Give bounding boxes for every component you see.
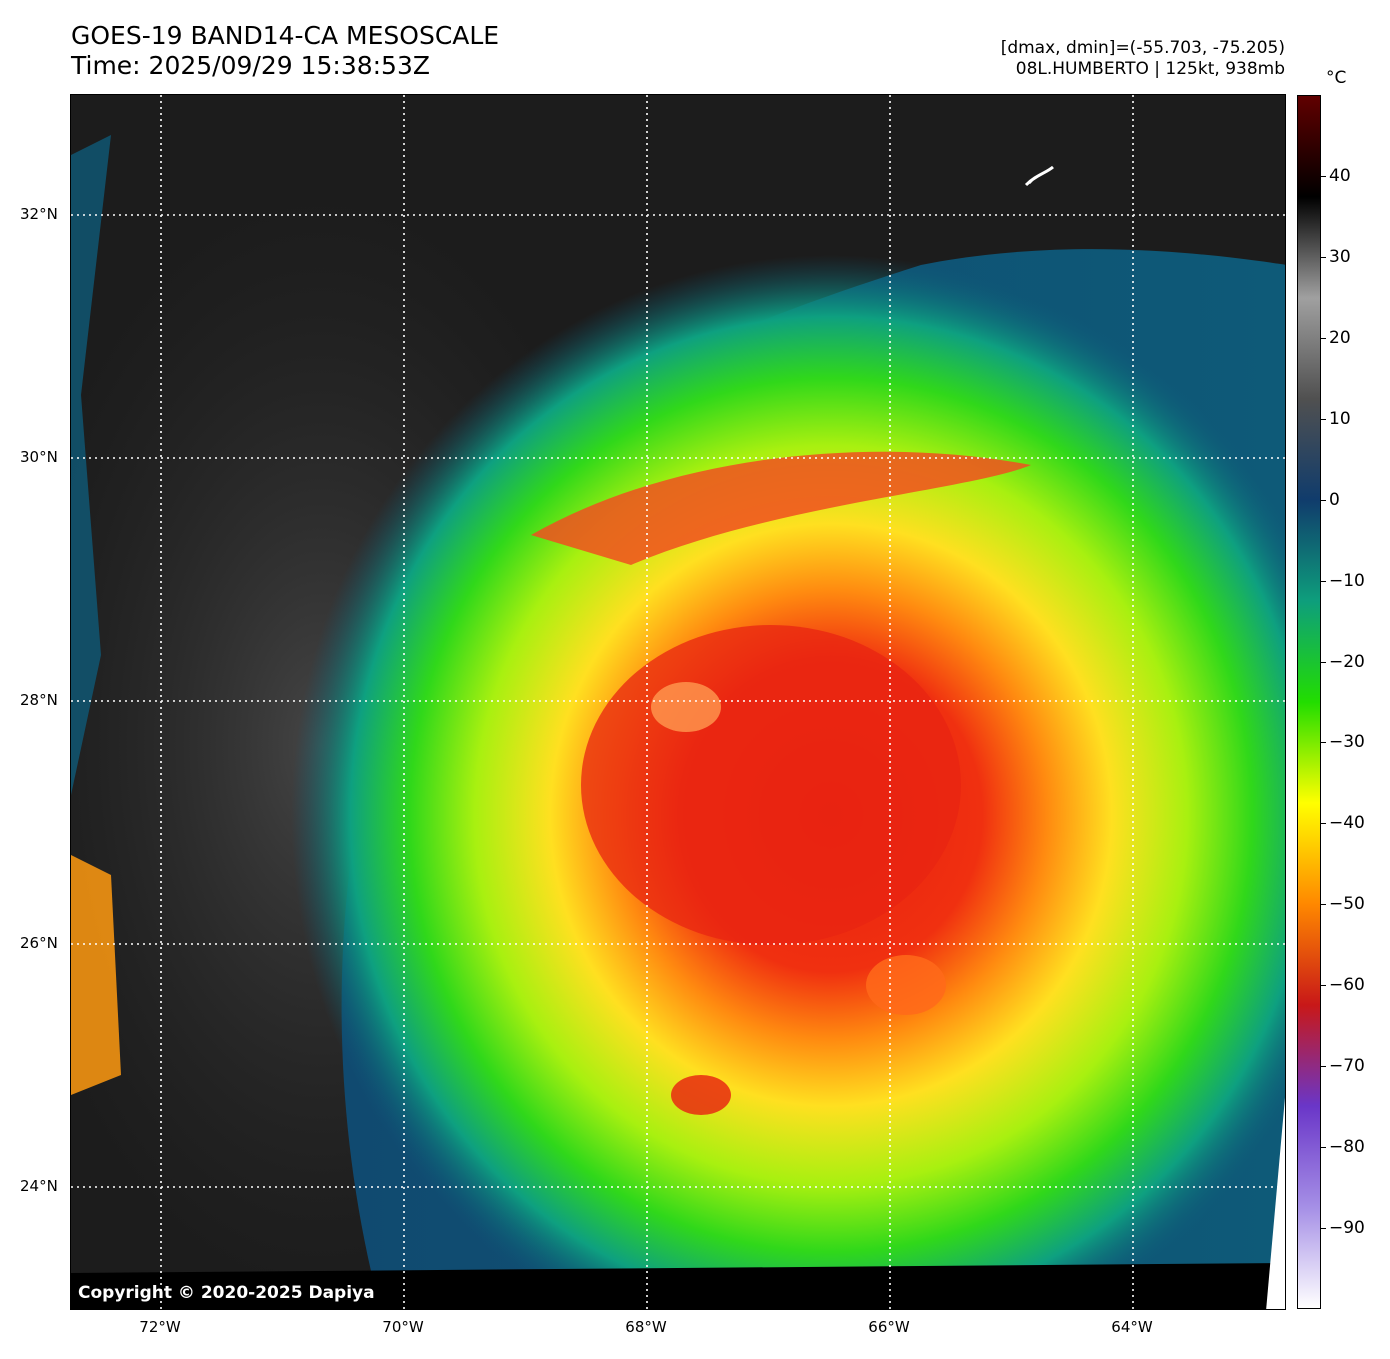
colorbar-tick-label: 30 xyxy=(1329,246,1351,267)
colorbar-tick-mark xyxy=(1321,580,1326,582)
colorbar-tick-mark xyxy=(1321,418,1326,420)
lat-label-24: 24°N xyxy=(20,1177,58,1195)
lat-label-30: 30°N xyxy=(20,448,58,466)
colorbar-tick-label: 0 xyxy=(1329,489,1340,510)
chart-title: GOES-19 BAND14-CA MESOSCALE xyxy=(71,21,500,50)
colorbar-tick-label: 40 xyxy=(1329,165,1351,186)
colorbar-tick-mark xyxy=(1321,904,1326,906)
colorbar-tick-mark xyxy=(1321,661,1326,663)
colorbar-tick-label: 20 xyxy=(1329,327,1351,348)
colorbar-tick-label: −20 xyxy=(1329,651,1365,672)
lon-label-64: 64°W xyxy=(1111,1318,1153,1336)
colorbar-tick-mark xyxy=(1321,256,1326,258)
colorbar-tick-mark xyxy=(1321,742,1326,744)
colorbar-tick-mark xyxy=(1321,175,1326,177)
colorbar-tick-mark xyxy=(1321,985,1326,987)
copyright-notice: Copyright © 2020-2025 Dapiya xyxy=(78,1283,375,1303)
timestamp: Time: 2025/09/29 15:38:53Z xyxy=(71,51,430,80)
colorbar-tick-mark xyxy=(1321,823,1326,825)
storm-info: 08L.HUMBERTO | 125kt, 938mb xyxy=(1015,59,1285,79)
lon-label-66: 66°W xyxy=(868,1318,910,1336)
colorbar-tick-mark xyxy=(1321,1147,1326,1149)
infrared-imagery xyxy=(71,95,1285,1309)
colorbar-tick-mark xyxy=(1321,1228,1326,1230)
temperature-range: [dmax, dmin]=(-55.703, -75.205) xyxy=(1000,38,1285,58)
colorbar-tick-mark xyxy=(1321,499,1326,501)
lat-label-26: 26°N xyxy=(20,934,58,952)
colorbar-tick-label: −10 xyxy=(1329,570,1365,591)
colorbar-tick-label: −60 xyxy=(1329,975,1365,996)
lon-label-72: 72°W xyxy=(139,1318,181,1336)
colorbar-tick-label: 10 xyxy=(1329,408,1351,429)
lon-label-70: 70°W xyxy=(382,1318,424,1336)
colorbar-unit: °C xyxy=(1326,68,1347,88)
lat-label-28: 28°N xyxy=(20,691,58,709)
colorbar-tick-label: −40 xyxy=(1329,813,1365,834)
colorbar xyxy=(1297,95,1321,1309)
bermuda-outline xyxy=(1024,165,1054,187)
colorbar-tick-label: −80 xyxy=(1329,1137,1365,1158)
lon-label-68: 68°W xyxy=(625,1318,667,1336)
satellite-map[interactable] xyxy=(70,94,1286,1310)
colorbar-tick-mark xyxy=(1321,337,1326,339)
colorbar-tick-label: −50 xyxy=(1329,894,1365,915)
graticule xyxy=(71,95,1285,1309)
colorbar-tick-label: −70 xyxy=(1329,1056,1365,1077)
colorbar-tick-label: −90 xyxy=(1329,1218,1365,1239)
colorbar-tick-mark xyxy=(1321,1066,1326,1068)
lat-label-32: 32°N xyxy=(20,205,58,223)
colorbar-tick-label: −30 xyxy=(1329,732,1365,753)
